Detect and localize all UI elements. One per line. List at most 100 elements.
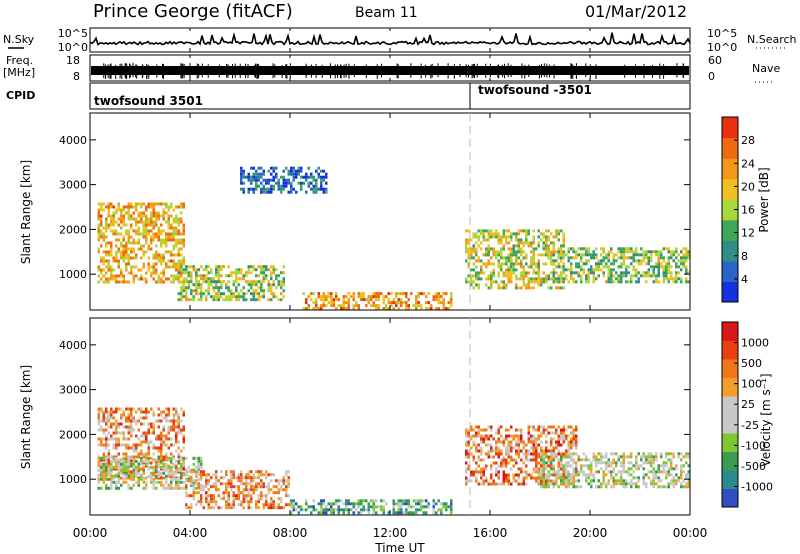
power-cell	[135, 256, 138, 260]
velocity-cell	[575, 428, 578, 432]
power-cell	[517, 286, 520, 290]
velocity-cell	[497, 425, 500, 429]
power-cell	[510, 259, 513, 263]
power-cell	[657, 259, 660, 263]
power-cell	[402, 301, 405, 305]
velocity-cell	[102, 462, 105, 466]
power-cell	[567, 280, 570, 284]
power-cell	[220, 286, 223, 290]
power-cell	[547, 244, 550, 248]
velocity-cell	[180, 407, 183, 411]
power-cell	[420, 304, 423, 308]
power-cell	[475, 250, 478, 254]
power-cell	[175, 214, 178, 218]
velocity-colorbar-swatch	[722, 322, 738, 341]
velocity-cell	[110, 474, 113, 478]
velocity-cell	[470, 452, 473, 456]
velocity-cell	[550, 482, 553, 486]
power-cell	[552, 280, 555, 284]
power-cell	[487, 277, 490, 281]
power-cell	[270, 265, 273, 269]
velocity-cell	[512, 458, 515, 462]
power-cell	[550, 277, 553, 281]
power-cell	[687, 256, 690, 260]
power-cell	[640, 259, 643, 263]
velocity-cell	[535, 452, 538, 456]
velocity-cell	[392, 499, 395, 503]
velocity-cell	[145, 459, 148, 463]
velocity-cell	[485, 452, 488, 456]
velocity-cell	[247, 500, 250, 504]
power-cell	[450, 301, 453, 305]
power-cell	[172, 262, 175, 266]
velocity-cell	[342, 508, 345, 512]
power-cell	[542, 235, 545, 239]
velocity-cell	[685, 473, 688, 477]
power-cell	[367, 301, 370, 305]
velocity-cell	[510, 458, 513, 462]
power-cell	[615, 259, 618, 263]
power-cell	[162, 238, 165, 242]
power-colorbar-tick-label: 28	[741, 134, 755, 147]
velocity-cell	[530, 458, 533, 462]
power-cell	[530, 259, 533, 263]
power-cell	[160, 253, 163, 257]
velocity-cell	[117, 465, 120, 469]
power-cell	[122, 274, 125, 278]
velocity-cell	[225, 503, 228, 507]
velocity-cell	[492, 437, 495, 441]
power-cell	[170, 223, 173, 227]
power-cell	[130, 247, 133, 251]
velocity-cell	[565, 428, 568, 432]
power-cell	[525, 232, 528, 236]
velocity-cell	[260, 470, 263, 474]
velocity-cell	[605, 473, 608, 477]
velocity-cell	[422, 511, 425, 515]
power-cell	[307, 307, 310, 311]
velocity-cell	[190, 482, 193, 486]
power-cell	[547, 274, 550, 278]
velocity-cell	[542, 479, 545, 483]
power-cell	[172, 265, 175, 269]
power-cell	[157, 238, 160, 242]
power-cell	[97, 208, 100, 212]
velocity-cell	[145, 413, 148, 417]
power-cell	[302, 307, 305, 311]
velocity-cell	[467, 464, 470, 468]
power-cell	[137, 277, 140, 281]
power-cell	[667, 280, 670, 284]
velocity-cell	[280, 485, 283, 489]
power-cell	[607, 271, 610, 275]
velocity-cell	[417, 508, 420, 512]
velocity-cell	[235, 497, 238, 501]
power-cell	[590, 253, 593, 257]
velocity-cell	[610, 461, 613, 465]
velocity-cell	[142, 455, 145, 459]
velocity-cell	[530, 473, 533, 477]
velocity-cell	[125, 462, 128, 466]
power-cell	[607, 259, 610, 263]
velocity-cell	[477, 431, 480, 435]
velocity-cell	[657, 476, 660, 480]
velocity-cell	[152, 480, 155, 484]
power-cell	[620, 247, 623, 251]
power-cell	[132, 277, 135, 281]
power-cell	[480, 277, 483, 281]
power-cell	[240, 175, 243, 179]
power-cell	[97, 211, 100, 215]
power-cell	[322, 190, 325, 194]
velocity-cell	[505, 446, 508, 450]
power-cell	[610, 247, 613, 251]
velocity-cell	[170, 465, 173, 469]
velocity-cell	[497, 476, 500, 480]
power-cell	[177, 265, 180, 269]
power-cell	[257, 265, 260, 269]
velocity-cell	[557, 434, 560, 438]
velocity-cell	[410, 505, 413, 509]
velocity-cell	[590, 479, 593, 483]
power-cell	[220, 265, 223, 269]
power-cell	[185, 289, 188, 293]
power-cell	[240, 187, 243, 191]
velocity-cell	[507, 443, 510, 447]
power-cell	[617, 247, 620, 251]
